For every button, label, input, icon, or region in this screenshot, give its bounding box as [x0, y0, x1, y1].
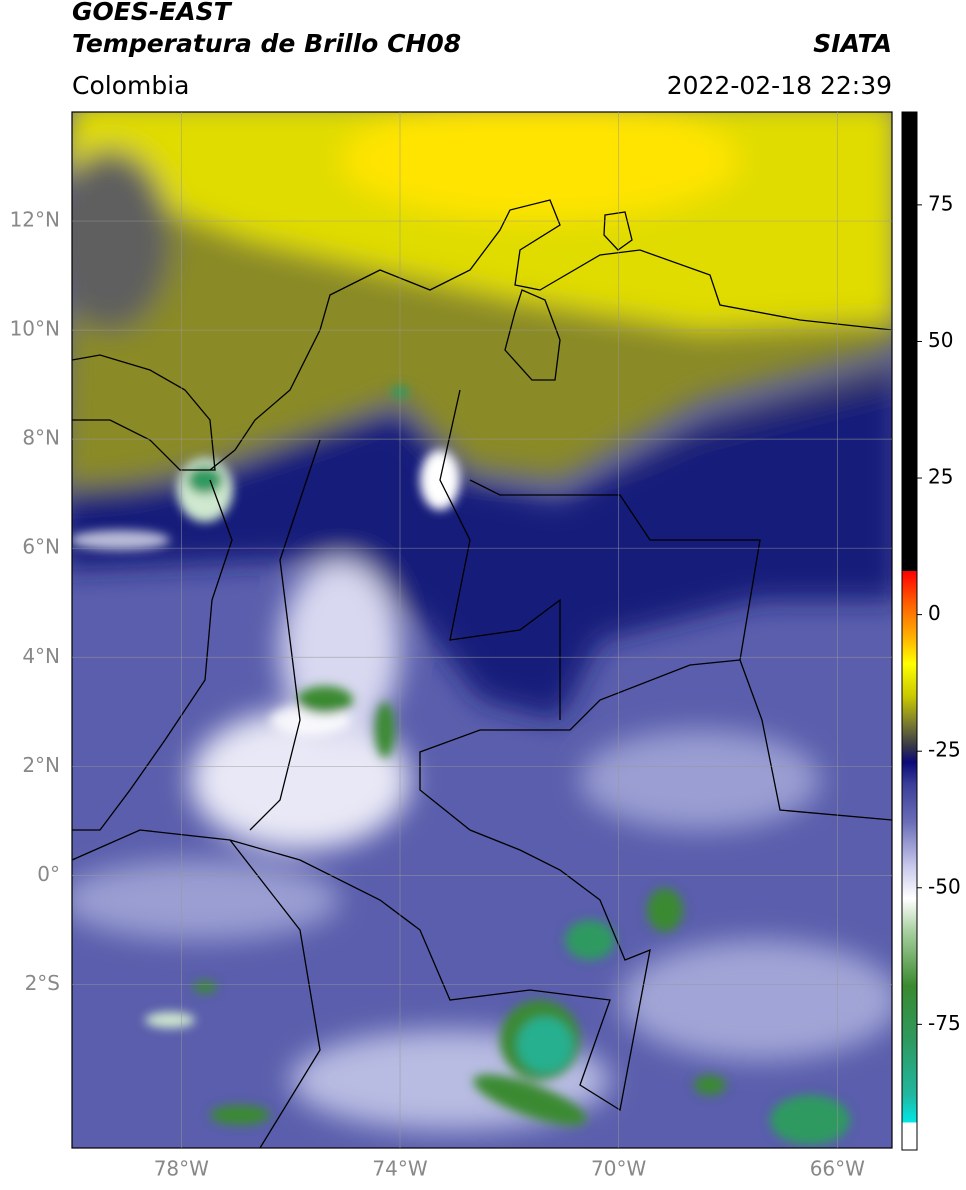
y-tick-label: 6°N: [22, 535, 60, 559]
y-tick-label: 12°N: [10, 208, 60, 232]
y-tick-label: 2°N: [22, 753, 60, 777]
border: [439, 389, 561, 720]
subtitle: Temperatura de Brillo CH08: [72, 29, 461, 58]
y-tick-label: 8°N: [22, 426, 60, 450]
y-tick-label: 2°S: [25, 971, 60, 995]
border: [249, 439, 321, 831]
colorbar-tick-label: -25: [928, 738, 961, 762]
x-tick-label: 66°W: [810, 1157, 865, 1181]
colorbar-tick-label: -50: [928, 874, 961, 898]
coastline: [72, 354, 216, 471]
border: [469, 479, 892, 821]
coastline: [209, 199, 892, 471]
y-tick-label: 4°N: [22, 644, 60, 668]
border: [72, 479, 233, 831]
colorbar-tick-label: -75: [928, 1011, 961, 1035]
y-tick-label: 0°: [37, 862, 60, 886]
x-tick-label: 70°W: [591, 1157, 646, 1181]
satellite-image: [72, 112, 892, 1148]
lake: [504, 289, 561, 381]
border: [72, 659, 741, 1112]
x-tick-label: 74°W: [372, 1157, 427, 1181]
colorbar-tick-label: 0: [928, 601, 941, 625]
island: [603, 211, 633, 251]
colorbar-tick-label: 75: [928, 191, 953, 215]
datetime: 2022-02-18 22:39: [667, 71, 892, 100]
region: Colombia: [72, 71, 189, 100]
colorbar-tick-label: 50: [928, 328, 953, 352]
map-frame: [71, 111, 893, 1149]
y-tick-label: 10°N: [10, 317, 60, 341]
title: GOES-EAST: [72, 0, 233, 26]
source: SIATA: [813, 29, 892, 58]
x-tick-label: 78°W: [154, 1157, 209, 1181]
border: [229, 839, 321, 1148]
colorbar: [901, 111, 918, 1151]
colorbar-tick-label: 25: [928, 465, 953, 489]
